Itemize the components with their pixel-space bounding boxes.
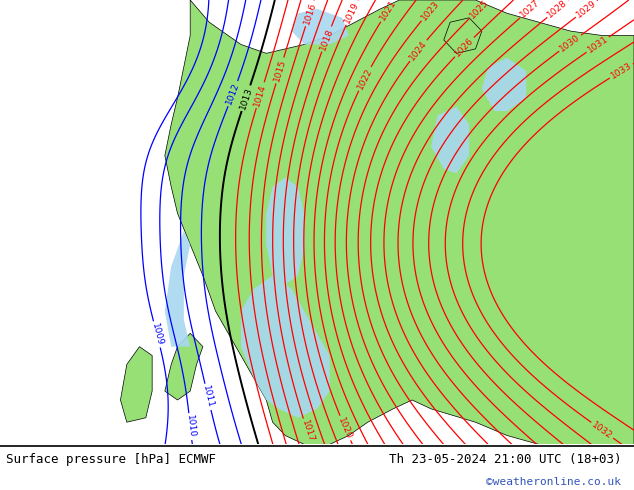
Text: 1019: 1019 <box>343 0 361 25</box>
Text: 1028: 1028 <box>546 0 569 20</box>
Polygon shape <box>165 231 190 346</box>
Text: ©weatheronline.co.uk: ©weatheronline.co.uk <box>486 477 621 487</box>
Polygon shape <box>241 275 330 418</box>
Polygon shape <box>165 333 203 400</box>
Text: Th 23-05-2024 21:00 UTC (18+03): Th 23-05-2024 21:00 UTC (18+03) <box>389 452 621 466</box>
Text: 1013: 1013 <box>238 86 254 111</box>
Text: 1014: 1014 <box>252 83 268 107</box>
Text: 1031: 1031 <box>586 34 610 55</box>
Polygon shape <box>431 107 469 173</box>
Text: 1018: 1018 <box>318 26 335 51</box>
Text: 1029: 1029 <box>574 0 598 20</box>
Polygon shape <box>120 346 152 422</box>
Polygon shape <box>292 9 349 45</box>
Text: 1011: 1011 <box>201 385 215 409</box>
Polygon shape <box>482 58 526 111</box>
Text: 1026: 1026 <box>453 36 476 58</box>
Text: 1020: 1020 <box>337 416 354 441</box>
Text: 1024: 1024 <box>408 39 429 62</box>
Text: 1027: 1027 <box>519 0 541 20</box>
Text: 1015: 1015 <box>272 58 288 83</box>
Polygon shape <box>444 18 482 53</box>
Text: 1021: 1021 <box>378 0 398 23</box>
Text: 1032: 1032 <box>590 420 614 441</box>
Text: 1012: 1012 <box>224 81 241 106</box>
Text: 1009: 1009 <box>150 322 164 347</box>
Text: Surface pressure [hPa] ECMWF: Surface pressure [hPa] ECMWF <box>6 452 216 466</box>
Text: 1030: 1030 <box>558 33 582 53</box>
Text: 1022: 1022 <box>356 67 374 91</box>
Text: 1017: 1017 <box>300 419 315 444</box>
Text: 1016: 1016 <box>302 1 318 25</box>
Text: 1023: 1023 <box>419 0 441 22</box>
Text: 1010: 1010 <box>184 415 196 439</box>
Text: 1025: 1025 <box>467 0 490 20</box>
Polygon shape <box>266 178 304 284</box>
Text: 1033: 1033 <box>609 61 633 81</box>
Polygon shape <box>165 0 634 444</box>
